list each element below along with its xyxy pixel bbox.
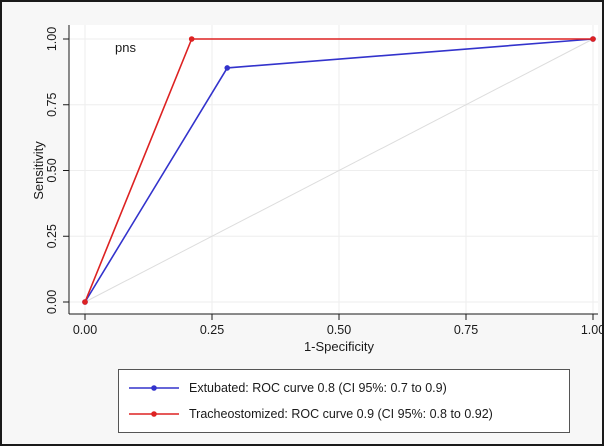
plot-area [69,25,598,314]
x-tick-label-4: 1.00 [581,323,602,337]
y-tick-label-1: 0.25 [45,224,59,248]
y-tick-label-2: 0.50 [45,158,59,182]
series-0-point-1 [224,65,231,71]
legend-swatch-tracheostomized [129,411,179,417]
y-tick-label-3: 0.75 [45,93,59,117]
plot-annotation: pns [115,40,136,55]
y-tick-label-4: 1.00 [45,27,59,51]
legend-label-tracheostomized: Tracheostomized: ROC curve 0.9 (CI 95%: … [189,407,493,421]
x-tick-label-1: 0.25 [200,323,224,337]
x-axis-label: 1-Specificity [304,339,375,354]
legend-entry-extubated: Extubated: ROC curve 0.8 (CI 95%: 0.7 to… [127,378,447,398]
x-tick-label-2: 0.50 [327,323,351,337]
y-axis-label: Sensitivity [31,141,46,200]
series-1-point-0 [82,299,88,305]
legend-entry-tracheostomized: Tracheostomized: ROC curve 0.9 (CI 95%: … [127,404,493,424]
legend: Extubated: ROC curve 0.8 (CI 95%: 0.7 to… [118,369,570,433]
x-tick-label-0: 0.00 [73,323,97,337]
reference-diagonal [84,38,594,303]
axes: 0.00 0.25 0.50 0.75 1.00 0.00 0.25 0.50 0.75 1.00 [45,25,602,337]
series-layer [82,36,596,305]
series-1-point-2 [590,36,596,42]
legend-label-extubated: Extubated: ROC curve 0.8 (CI 95%: 0.7 to… [189,381,447,395]
x-tick-label-3: 0.75 [454,323,478,337]
series-1-point-1 [188,36,195,42]
y-tick-label-0: 0.00 [45,290,59,314]
legend-swatch-extubated [129,385,179,391]
